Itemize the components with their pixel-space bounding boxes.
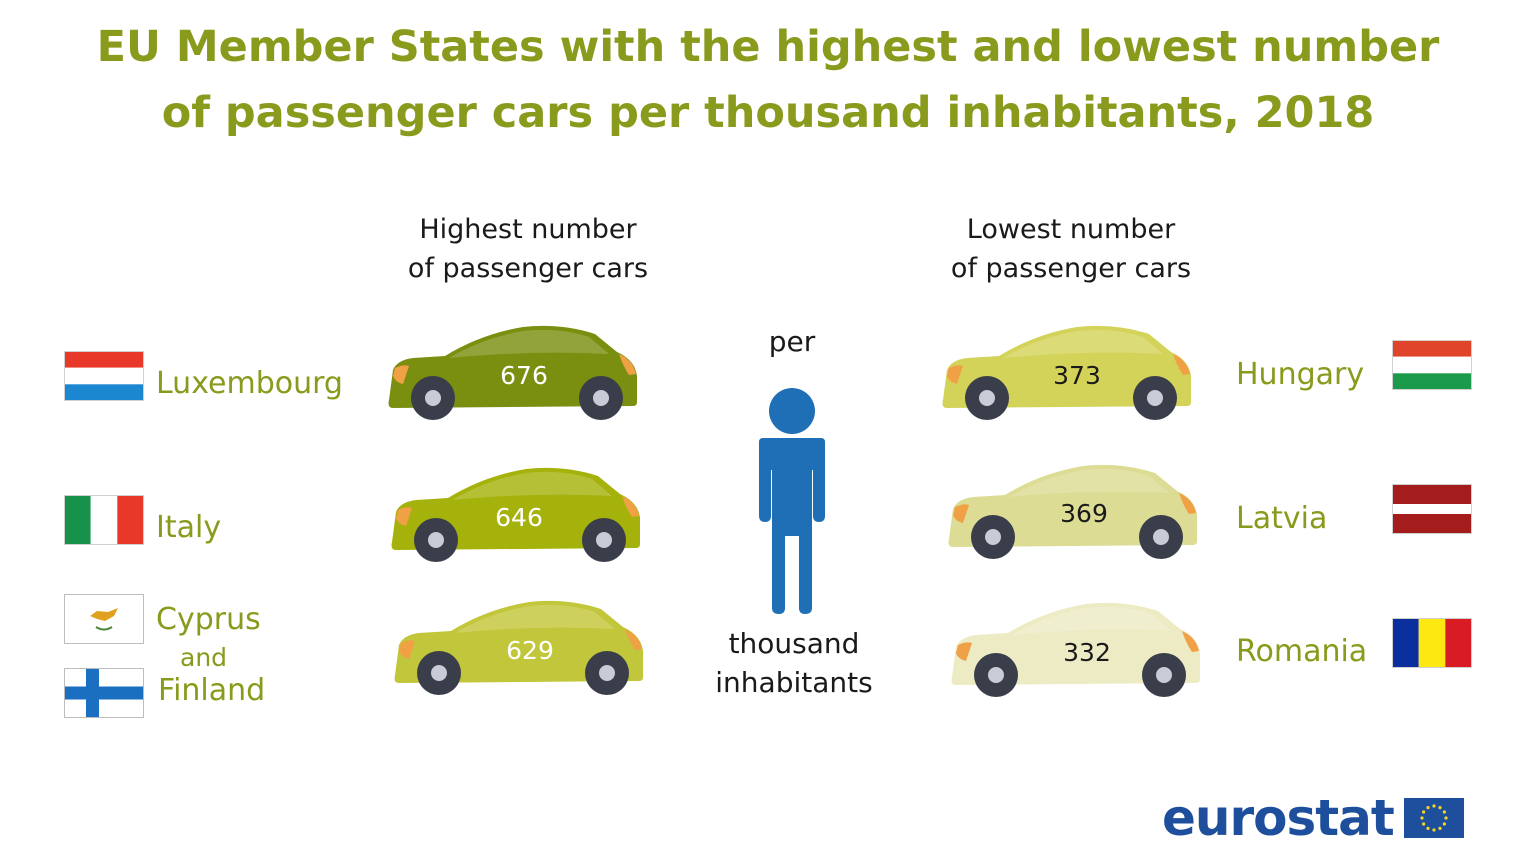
car-value-cyprus-finland: 629 — [506, 636, 554, 665]
wheel-hub — [979, 390, 995, 406]
italy-flag-icon — [64, 495, 144, 545]
wheel-hub — [988, 667, 1004, 683]
romania-flag-icon — [1392, 618, 1472, 668]
eu-star — [1438, 826, 1442, 830]
wheel-hub — [431, 665, 447, 681]
car-headlight — [953, 504, 969, 523]
car-window — [1003, 329, 1163, 358]
eu-star — [1426, 806, 1430, 810]
car-icon-romania — [951, 602, 1200, 697]
car-taillight — [625, 629, 642, 650]
wheel-hub — [1147, 390, 1163, 406]
finland-flag-icon — [64, 668, 144, 718]
eu-star — [1442, 810, 1446, 814]
car-value-latvia: 369 — [1060, 499, 1108, 528]
luxembourg-flag-icon — [64, 351, 144, 401]
lowest-header-line-2: of passenger cars — [950, 253, 1192, 284]
car-icon-hungary — [942, 325, 1191, 420]
eu-star — [1422, 822, 1426, 826]
country-label-italy: Italy — [156, 510, 222, 545]
country-label-hungary: Hungary — [1236, 357, 1365, 392]
country-label-latvia: Latvia — [1236, 501, 1328, 536]
eu-flag-icon — [1404, 798, 1464, 838]
wheel-hub — [428, 532, 444, 548]
car-icon-italy — [391, 467, 640, 562]
wheel-hub — [593, 390, 609, 406]
wheel-hub — [1153, 529, 1169, 545]
car-value-romania: 332 — [1063, 638, 1111, 667]
lowest-header: Lowest number of passenger cars — [871, 210, 1271, 288]
country-label-cyprus: Cyprus — [156, 602, 261, 637]
car-window — [452, 471, 612, 500]
highest-header-line-1: Highest number — [419, 214, 637, 245]
wheel-hub — [599, 665, 615, 681]
car-headlight — [399, 640, 415, 659]
car-value-hungary: 373 — [1053, 361, 1101, 390]
car-headlight — [947, 365, 963, 384]
car-value-italy: 646 — [495, 503, 543, 532]
car-taillight — [1179, 493, 1196, 514]
car-window — [455, 604, 615, 633]
highest-header-line-2: of passenger cars — [407, 253, 649, 284]
car-headlight — [956, 642, 972, 661]
wheel-hub — [1156, 667, 1172, 683]
inhabitants-label: inhabitants — [715, 666, 873, 699]
eu-star — [1432, 828, 1436, 832]
car-headlight — [396, 507, 412, 526]
car-icon-latvia — [948, 464, 1197, 559]
eu-star — [1432, 804, 1436, 808]
page-title: EU Member States with the highest and lo… — [0, 14, 1536, 146]
car-taillight — [619, 354, 636, 375]
person-icon — [759, 388, 825, 614]
car-taillight — [1182, 631, 1199, 652]
eu-star — [1444, 816, 1448, 820]
car-icon-cyprus-finland — [394, 600, 643, 695]
highest-header: Highest number of passenger cars — [328, 210, 728, 288]
wheel-hub — [425, 390, 441, 406]
eu-star — [1442, 822, 1446, 826]
car-taillight — [1173, 354, 1190, 375]
country-label-finland: Finland — [158, 673, 266, 708]
per-label: per — [768, 325, 816, 358]
car-window — [1009, 468, 1169, 497]
title-line-2: of passenger cars per thousand inhabitan… — [161, 88, 1375, 138]
country-label-romania: Romania — [1236, 634, 1368, 669]
thousand-label: thousand — [728, 627, 860, 660]
country-label-and: and — [180, 643, 228, 672]
car-value-luxembourg: 676 — [500, 361, 548, 390]
car-window — [449, 329, 609, 358]
car-taillight — [622, 496, 639, 517]
eu-star — [1420, 816, 1424, 820]
title-line-1: EU Member States with the highest and lo… — [96, 22, 1440, 72]
lowest-header-line-1: Lowest number — [966, 214, 1176, 245]
wheel-hub — [596, 532, 612, 548]
eu-star — [1422, 810, 1426, 814]
car-headlight — [393, 365, 409, 384]
latvia-flag-icon — [1392, 484, 1472, 534]
eu-star — [1438, 806, 1442, 810]
car-window — [1012, 606, 1172, 635]
hungary-flag-icon — [1392, 340, 1472, 390]
eurostat-logo: eurostat — [1162, 789, 1395, 847]
eu-star — [1426, 826, 1430, 830]
wheel-hub — [985, 529, 1001, 545]
thousand-inhabitants-label: thousand inhabitants — [644, 624, 944, 702]
car-icon-luxembourg — [388, 325, 637, 420]
cyprus-flag-icon — [64, 594, 144, 644]
country-label-luxembourg: Luxembourg — [156, 366, 343, 401]
